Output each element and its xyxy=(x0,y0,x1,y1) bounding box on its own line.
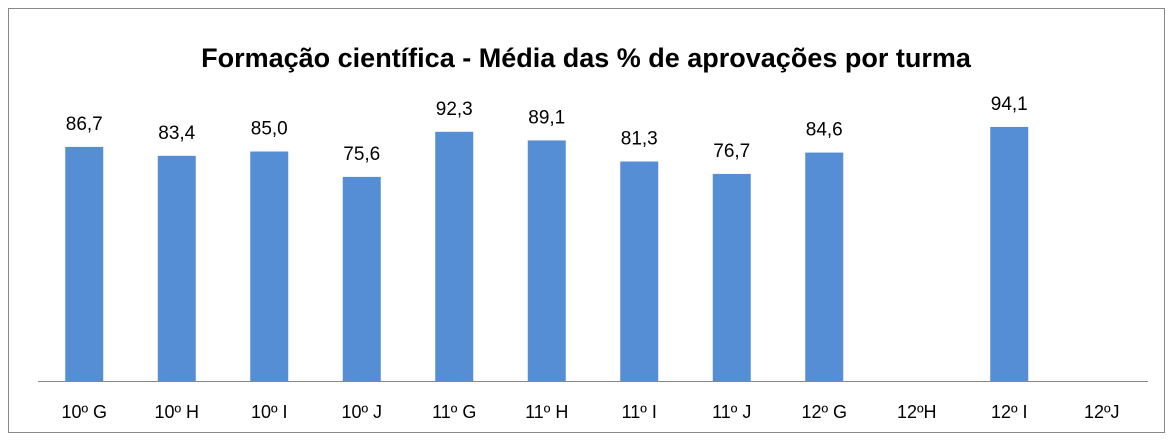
value-label: 81,3 xyxy=(621,129,658,150)
bar xyxy=(342,176,381,381)
bar xyxy=(157,155,196,381)
bar xyxy=(712,173,751,381)
chart-border xyxy=(8,8,1165,433)
value-label: 94,1 xyxy=(991,94,1028,115)
bar xyxy=(250,151,289,381)
value-label: 89,1 xyxy=(528,107,565,128)
value-label: 76,7 xyxy=(713,141,750,162)
bar xyxy=(435,131,474,381)
value-label: 84,6 xyxy=(806,120,843,141)
bar xyxy=(990,126,1029,382)
x-tick-label: 12ºH xyxy=(897,402,937,422)
x-tick-label: 10º I xyxy=(251,402,288,422)
bar xyxy=(527,140,566,381)
x-tick-label: 12ºJ xyxy=(1084,402,1120,422)
x-tick-label: 12º I xyxy=(991,402,1028,422)
value-label: 75,6 xyxy=(343,144,380,165)
x-tick-label: 10º J xyxy=(341,402,382,422)
bar xyxy=(805,152,844,381)
x-tick-label: 11º G xyxy=(432,402,476,422)
x-tick-label: 11º H xyxy=(525,402,568,422)
value-label: 85,0 xyxy=(251,119,288,140)
bar xyxy=(65,146,104,381)
x-tick-label: 11º J xyxy=(712,402,751,422)
x-tick-label: 11º I xyxy=(622,402,657,422)
value-label: 83,4 xyxy=(158,123,195,144)
x-tick-label: 10º G xyxy=(61,402,107,422)
bar xyxy=(620,161,659,381)
x-tick-label: 10º H xyxy=(154,402,199,422)
value-label: 92,3 xyxy=(436,99,473,120)
x-tick-label: 12º G xyxy=(801,402,847,422)
value-label: 86,7 xyxy=(66,114,103,135)
chart-title: Formação científica - Média das % de apr… xyxy=(201,43,972,73)
